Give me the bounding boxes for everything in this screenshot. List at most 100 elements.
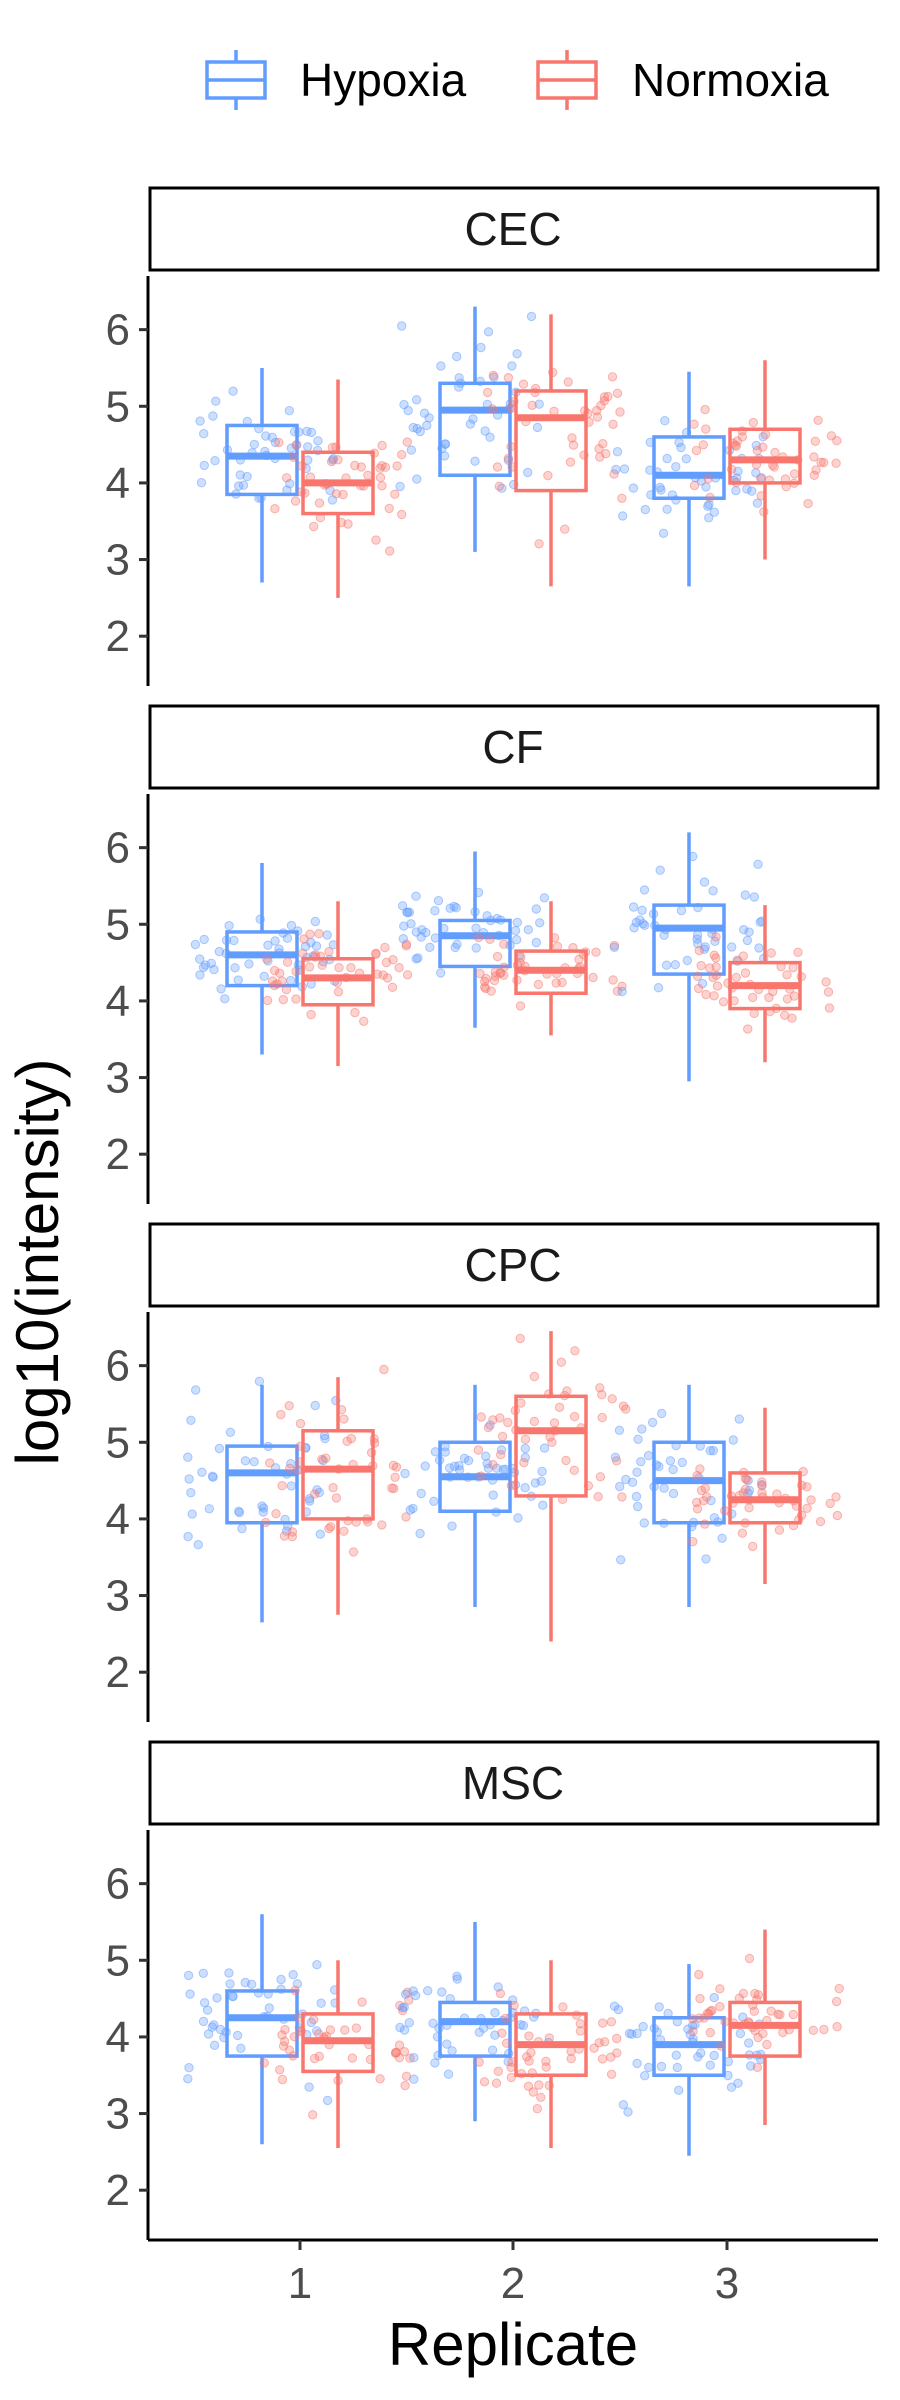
jitter-point <box>490 2008 500 2018</box>
jitter-point <box>394 963 404 973</box>
jitter-point <box>342 1436 352 1447</box>
legend-item-normoxia: Normoxia <box>536 50 829 110</box>
x-axis: 1 2 3 <box>148 2238 878 2308</box>
jitter-point <box>660 416 670 426</box>
y-tick-label: 2 <box>106 1130 130 1179</box>
x-tick-label: 2 <box>501 2259 525 2308</box>
jitter-point <box>216 984 226 994</box>
jitter-point <box>321 1453 331 1463</box>
jitter-point <box>279 1531 290 1541</box>
jitter-point <box>701 1554 711 1564</box>
jitter-point <box>237 1523 247 1534</box>
facet-strip-label: CPC <box>464 1239 561 1291</box>
jitter-point <box>552 941 563 952</box>
jitter-point <box>809 452 819 462</box>
jitter-point <box>347 2053 358 2063</box>
jitter-point <box>228 386 238 396</box>
jitter-point <box>757 1488 767 1498</box>
jitter-point <box>398 934 408 944</box>
y-tick-label: 6 <box>106 1860 130 1909</box>
jitter-point <box>738 951 748 961</box>
jitter-point <box>270 437 281 448</box>
y-tick-label: 5 <box>106 1418 130 1467</box>
jitter-point <box>210 456 220 466</box>
jitter-point <box>433 896 444 906</box>
jitter-point <box>236 2043 246 2054</box>
jitter-point <box>452 351 462 362</box>
jitter-point <box>698 440 708 450</box>
jitter-point <box>744 1503 754 1513</box>
jitter-point <box>748 1541 758 1552</box>
jitter-point <box>319 1430 330 1441</box>
jitter-point <box>528 2087 538 2097</box>
jitter-point <box>524 2056 534 2066</box>
jitter-point <box>299 934 309 944</box>
jitter-point <box>832 2022 842 2032</box>
jitter-point <box>247 1979 257 1990</box>
jitter-point <box>821 977 831 987</box>
jitter-point <box>705 492 715 503</box>
jitter-point <box>402 437 412 447</box>
iqr-box <box>438 918 512 969</box>
jitter-point <box>276 1409 286 1420</box>
jitter-point <box>633 1501 643 1512</box>
jitter-point <box>506 442 516 452</box>
jitter-point <box>356 462 366 472</box>
jitter-point <box>689 480 700 491</box>
jitter-point <box>333 987 344 997</box>
jitter-point <box>482 387 493 398</box>
jitter-point <box>523 467 533 478</box>
jitter-point <box>624 2028 635 2039</box>
jitter-point <box>668 1488 679 1499</box>
jitter-point <box>740 890 750 900</box>
jitter-point <box>208 1472 218 1482</box>
jitter-point <box>436 361 446 371</box>
legend-label: Normoxia <box>632 54 829 106</box>
jitter-point <box>274 437 284 448</box>
jitter-point <box>619 464 630 474</box>
jitter-point <box>334 963 344 973</box>
jitter-point <box>454 373 464 383</box>
jitter-point <box>531 937 541 948</box>
facet-strip-label: CEC <box>464 203 561 255</box>
jitter-point <box>389 1483 399 1494</box>
jitter-point <box>529 1416 540 1427</box>
jitter-point <box>254 1376 265 1387</box>
jitter-point <box>244 959 254 969</box>
jitter-point <box>230 963 240 973</box>
jitter-point <box>298 948 308 958</box>
jitter-point <box>371 535 381 545</box>
jitter-point <box>196 478 207 488</box>
jitter-point <box>701 424 711 434</box>
jitter-point <box>699 877 710 887</box>
jitter-point <box>598 2018 608 2028</box>
jitter-point <box>705 963 715 973</box>
jitter-point <box>312 1485 322 1495</box>
jitter-point <box>430 906 440 916</box>
jitter-point <box>400 2080 410 2091</box>
jitter-point <box>701 989 711 1000</box>
jitter-point <box>717 1533 727 1544</box>
jitter-point <box>475 968 485 979</box>
jitter-point <box>808 2025 818 2036</box>
jitter-point <box>257 1501 267 1511</box>
jitter-point <box>486 986 496 996</box>
y-tick-label: 3 <box>106 536 130 585</box>
jitter-point <box>503 1417 513 1428</box>
box-hypoxia-rep1 <box>183 1376 341 1623</box>
jitter-point <box>480 426 490 436</box>
panel-cf: CF 2 3 4 5 6 <box>106 704 880 1204</box>
jitter-point <box>709 991 719 1001</box>
jitter-point <box>518 2020 529 2031</box>
jitter-point <box>314 498 325 508</box>
jitter-point <box>707 2005 717 2016</box>
jitter-point <box>397 509 407 520</box>
jitter-point <box>425 942 435 952</box>
jitter-point <box>185 1989 195 1999</box>
jitter-point <box>203 2029 214 2039</box>
box-normoxia-rep1 <box>259 1960 415 2149</box>
jitter-point <box>271 1509 281 1519</box>
jitter-point <box>778 2027 788 2038</box>
jitter-point <box>716 2041 726 2051</box>
jitter-point <box>654 2002 664 2012</box>
